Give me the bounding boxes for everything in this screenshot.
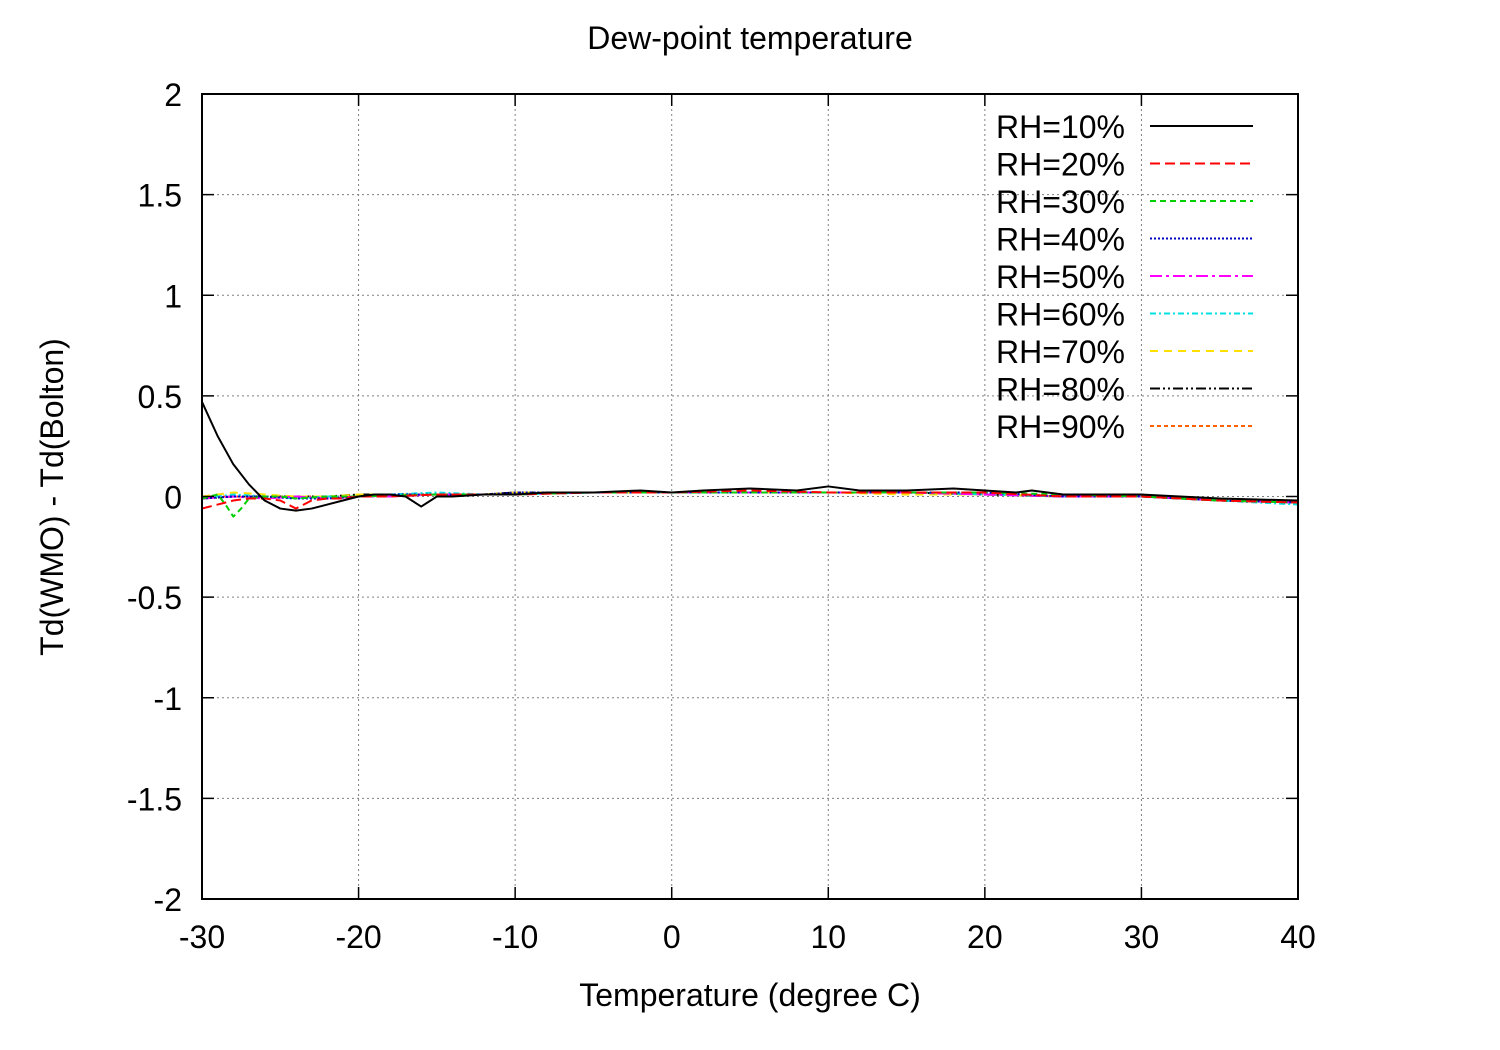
x-tick-label: -20	[335, 919, 381, 955]
y-tick-label: 0.5	[138, 379, 182, 415]
y-tick-label: -0.5	[127, 580, 182, 616]
legend-label: RH=80%	[996, 372, 1125, 408]
series-line-rh-10-	[202, 401, 1298, 512]
x-tick-label: -10	[492, 919, 538, 955]
legend-label: RH=40%	[996, 222, 1125, 258]
x-tick-label: 20	[967, 919, 1003, 955]
x-tick-label: 40	[1280, 919, 1316, 955]
y-tick-label: -1.5	[127, 781, 182, 817]
chart-title: Dew-point temperature	[587, 20, 912, 56]
tick-layer: -30 -20 -10 0 10 20 30 40 -2 -1.5 -1 -0.5 0 0.5 1 1.5 2	[127, 77, 1316, 955]
x-tick-label: 30	[1124, 919, 1160, 955]
y-tick-label: 2	[164, 77, 182, 113]
y-tick-label: -2	[154, 882, 182, 918]
y-tick-label: 0	[164, 480, 182, 516]
legend-label: RH=20%	[996, 147, 1125, 183]
legend-label: RH=30%	[996, 184, 1125, 220]
legend-label: RH=50%	[996, 259, 1125, 295]
legend-label: RH=60%	[996, 297, 1125, 333]
legend-label: RH=90%	[996, 409, 1125, 445]
x-tick-label: -30	[179, 919, 225, 955]
x-axis-label: Temperature (degree C)	[579, 977, 920, 1013]
y-tick-label: -1	[154, 681, 182, 717]
legend: RH=10%RH=20%RH=30%RH=40%RH=50%RH=60%RH=7…	[996, 109, 1253, 445]
y-tick-label: 1	[164, 278, 182, 314]
x-tick-label: 10	[810, 919, 846, 955]
series-layer	[202, 401, 1298, 518]
y-axis-label: Td(WMO) - Td(Bolton)	[34, 338, 70, 656]
y-tick-label: 1.5	[138, 178, 182, 214]
legend-label: RH=70%	[996, 334, 1125, 370]
legend-label: RH=10%	[996, 109, 1125, 145]
grid-layer	[202, 94, 1298, 899]
x-tick-label: 0	[663, 919, 681, 955]
